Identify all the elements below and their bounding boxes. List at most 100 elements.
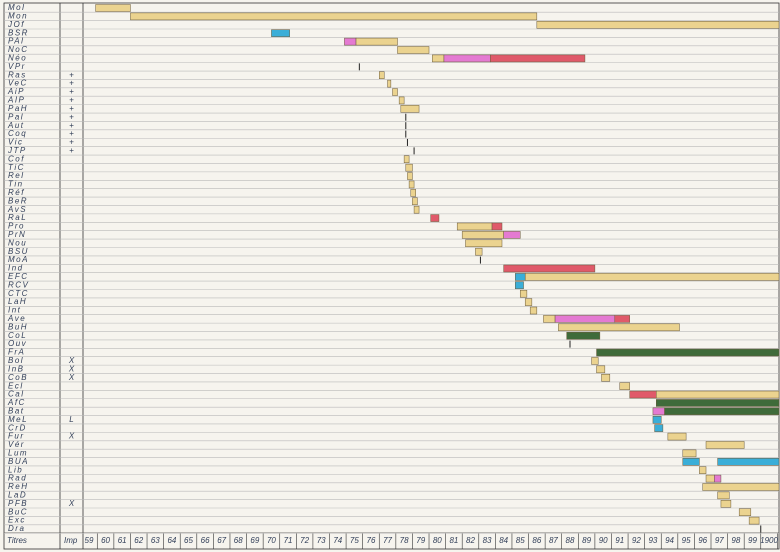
period-bar bbox=[554, 315, 616, 323]
period-bar bbox=[491, 222, 503, 231]
period-bar bbox=[413, 205, 420, 214]
imp-mark: + bbox=[69, 70, 74, 79]
x-tick-label: 81 bbox=[449, 536, 458, 545]
x-tick-label: 90 bbox=[599, 536, 608, 545]
row-label: TiC bbox=[8, 163, 25, 172]
period-bar bbox=[503, 264, 596, 273]
period-bar bbox=[405, 163, 413, 172]
x-tick-label: 74 bbox=[333, 536, 342, 545]
period-bar bbox=[515, 273, 526, 281]
row-label: PFB bbox=[8, 499, 28, 508]
row-label: PAl bbox=[8, 37, 24, 46]
row-label: Aut bbox=[7, 121, 25, 130]
imp-header: Imp bbox=[64, 536, 78, 545]
period-bar bbox=[596, 348, 780, 357]
row-label: Mon bbox=[8, 12, 28, 21]
x-tick-label: 60 bbox=[101, 536, 110, 545]
row-label: Fur bbox=[8, 432, 25, 441]
row-label: RaL bbox=[8, 213, 27, 222]
row-label: Vic bbox=[8, 138, 23, 147]
x-tick-label: 72 bbox=[300, 536, 309, 545]
period-bar bbox=[408, 180, 415, 189]
period-bar bbox=[601, 373, 611, 382]
x-tick-label: 99 bbox=[748, 536, 757, 545]
x-tick-label: 80 bbox=[433, 536, 442, 545]
x-tick-label: 96 bbox=[698, 536, 707, 545]
imp-mark: X bbox=[68, 373, 75, 382]
period-bar bbox=[412, 197, 418, 206]
period-bar bbox=[456, 222, 493, 231]
row-header: Titres bbox=[7, 536, 27, 545]
period-bar bbox=[614, 315, 630, 323]
row-label: VeC bbox=[8, 79, 28, 88]
x-tick-label: 73 bbox=[317, 536, 326, 545]
period-bar bbox=[387, 79, 392, 88]
row-label: MoA bbox=[8, 255, 29, 264]
x-tick-label: 93 bbox=[648, 536, 657, 545]
x-tick-label: 86 bbox=[532, 536, 541, 545]
x-tick-label: 63 bbox=[151, 536, 160, 545]
row-label: Rad bbox=[8, 474, 27, 483]
row-label: JOf bbox=[7, 20, 25, 29]
row-label: RCV bbox=[8, 280, 29, 289]
row-label: Int bbox=[8, 306, 21, 315]
imp-mark: + bbox=[69, 129, 74, 138]
period-bar bbox=[714, 474, 722, 483]
imp-mark: + bbox=[69, 121, 74, 130]
period-bar bbox=[591, 357, 599, 365]
period-bar bbox=[407, 172, 413, 180]
x-tick-label: 66 bbox=[201, 536, 210, 545]
period-bar bbox=[654, 424, 664, 432]
period-bar bbox=[543, 315, 556, 323]
x-tick-label: 61 bbox=[118, 536, 127, 545]
x-tick-label: 97 bbox=[715, 536, 724, 545]
x-tick-label: 62 bbox=[134, 536, 143, 545]
imp-mark: X bbox=[68, 364, 75, 373]
row-label: Réf bbox=[8, 188, 25, 197]
x-tick-label: 71 bbox=[284, 536, 293, 545]
x-tick-label: 79 bbox=[416, 536, 425, 545]
row-label: Bat bbox=[8, 406, 25, 415]
period-bar bbox=[398, 96, 405, 105]
x-tick-label: 65 bbox=[184, 536, 193, 545]
row-label: Mol bbox=[8, 3, 25, 12]
row-label: BSU bbox=[8, 247, 29, 256]
imp-mark: + bbox=[69, 87, 74, 96]
imp-mark: X bbox=[68, 356, 75, 365]
row-label: CrD bbox=[8, 423, 27, 432]
x-tick-label: 69 bbox=[250, 536, 259, 545]
period-bar bbox=[738, 508, 752, 516]
row-label: AiP bbox=[7, 87, 25, 96]
period-bar bbox=[705, 474, 715, 483]
period-bar bbox=[558, 323, 680, 332]
period-bar bbox=[344, 37, 357, 46]
row-label: Tin bbox=[8, 180, 24, 189]
row-label: AfC bbox=[7, 398, 26, 407]
x-tick-label: 88 bbox=[566, 536, 575, 545]
imp-mark: + bbox=[69, 96, 74, 105]
period-bar bbox=[524, 273, 780, 281]
row-label: BUA bbox=[8, 457, 29, 466]
period-bar bbox=[717, 491, 730, 500]
imp-mark: X bbox=[68, 499, 75, 508]
period-bar bbox=[465, 239, 503, 248]
x-tick-label: 77 bbox=[383, 536, 392, 545]
row-label: CTC bbox=[8, 289, 29, 298]
row-label: BuH bbox=[8, 322, 28, 331]
row-label: CoL bbox=[8, 331, 27, 340]
period-bar bbox=[748, 516, 760, 525]
row-label: PaH bbox=[8, 104, 28, 113]
period-bar bbox=[490, 54, 586, 63]
x-tick-label: 76 bbox=[367, 536, 376, 545]
period-bar bbox=[656, 390, 780, 399]
x-tick-label: 70 bbox=[267, 536, 276, 545]
period-bar bbox=[397, 46, 430, 54]
row-label: LaH bbox=[8, 297, 27, 306]
row-label: Ras bbox=[8, 70, 27, 79]
period-bar bbox=[629, 390, 657, 399]
row-label: CoB bbox=[8, 373, 28, 382]
x-tick-label: 95 bbox=[682, 536, 691, 545]
row-label: ReH bbox=[8, 482, 29, 491]
x-tick-label: 87 bbox=[549, 536, 558, 545]
period-bar bbox=[652, 416, 662, 424]
